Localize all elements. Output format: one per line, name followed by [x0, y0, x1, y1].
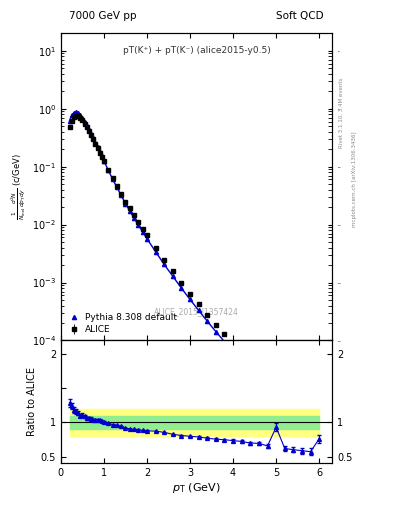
Pythia 8.308 default — [80, 115, 85, 121]
Pythia 8.308 default — [291, 414, 296, 420]
Pythia 8.308 default — [93, 139, 98, 145]
Pythia 8.308 default — [196, 307, 201, 313]
Pythia 8.308 default — [86, 126, 91, 133]
Pythia 8.308 default — [84, 122, 89, 129]
Pythia 8.308 default — [248, 368, 253, 374]
Pythia 8.308 default — [69, 112, 74, 118]
Pythia 8.308 default — [99, 154, 104, 160]
X-axis label: $p_\mathrm{T}$ (GeV): $p_\mathrm{T}$ (GeV) — [172, 481, 221, 495]
Legend: Pythia 8.308 default, ALICE: Pythia 8.308 default, ALICE — [65, 312, 179, 336]
Text: 7000 GeV pp: 7000 GeV pp — [69, 11, 136, 21]
Pythia 8.308 default — [73, 109, 78, 115]
Pythia 8.308 default — [140, 229, 145, 235]
Pythia 8.308 default — [153, 249, 158, 255]
Pythia 8.308 default — [97, 149, 102, 155]
Pythia 8.308 default — [91, 135, 95, 141]
Pythia 8.308 default — [188, 296, 193, 303]
Pythia 8.308 default — [110, 176, 115, 182]
Pythia 8.308 default — [132, 215, 136, 221]
Pythia 8.308 default — [82, 118, 87, 124]
Pythia 8.308 default — [76, 110, 81, 116]
Pythia 8.308 default — [179, 285, 184, 291]
Pythia 8.308 default — [127, 208, 132, 214]
Text: mcplots.cern.ch [arXiv:1306.3436]: mcplots.cern.ch [arXiv:1306.3436] — [352, 132, 357, 227]
Pythia 8.308 default — [123, 201, 128, 207]
Pythia 8.308 default — [89, 131, 94, 137]
Pythia 8.308 default — [257, 377, 261, 383]
Text: Soft QCD: Soft QCD — [276, 11, 324, 21]
Pythia 8.308 default — [265, 386, 270, 392]
Pythia 8.308 default — [106, 167, 110, 173]
Text: Rivet 3.1.10, 3.4M events: Rivet 3.1.10, 3.4M events — [339, 77, 344, 148]
Line: Pythia 8.308 default: Pythia 8.308 default — [68, 110, 321, 445]
Y-axis label: Ratio to ALICE: Ratio to ALICE — [26, 368, 37, 436]
Pythia 8.308 default — [136, 222, 141, 228]
Pythia 8.308 default — [72, 110, 76, 116]
Pythia 8.308 default — [67, 118, 72, 124]
Pythia 8.308 default — [283, 405, 287, 411]
Pythia 8.308 default — [231, 349, 235, 355]
Pythia 8.308 default — [222, 338, 227, 345]
Pythia 8.308 default — [171, 273, 175, 280]
Pythia 8.308 default — [162, 262, 167, 268]
Pythia 8.308 default — [308, 431, 313, 437]
Pythia 8.308 default — [299, 422, 304, 429]
Y-axis label: $\frac{1}{N_\mathrm{inel}}\frac{d^2N}{dp_\mathrm{T}dy}$ (c/GeV): $\frac{1}{N_\mathrm{inel}}\frac{d^2N}{dp… — [9, 154, 28, 220]
Pythia 8.308 default — [95, 144, 100, 150]
Pythia 8.308 default — [213, 329, 218, 335]
Pythia 8.308 default — [78, 112, 83, 118]
Pythia 8.308 default — [119, 192, 123, 198]
Pythia 8.308 default — [102, 158, 107, 164]
Pythia 8.308 default — [114, 184, 119, 190]
Pythia 8.308 default — [145, 236, 149, 242]
Pythia 8.308 default — [317, 440, 321, 446]
Pythia 8.308 default — [239, 358, 244, 364]
Text: pT(K⁺) + pT(K⁻) (alice2015-y0.5): pT(K⁺) + pT(K⁻) (alice2015-y0.5) — [123, 46, 270, 55]
Pythia 8.308 default — [274, 396, 279, 402]
Text: ALICE_2015_I1357424: ALICE_2015_I1357424 — [154, 307, 239, 316]
Pythia 8.308 default — [205, 318, 209, 324]
